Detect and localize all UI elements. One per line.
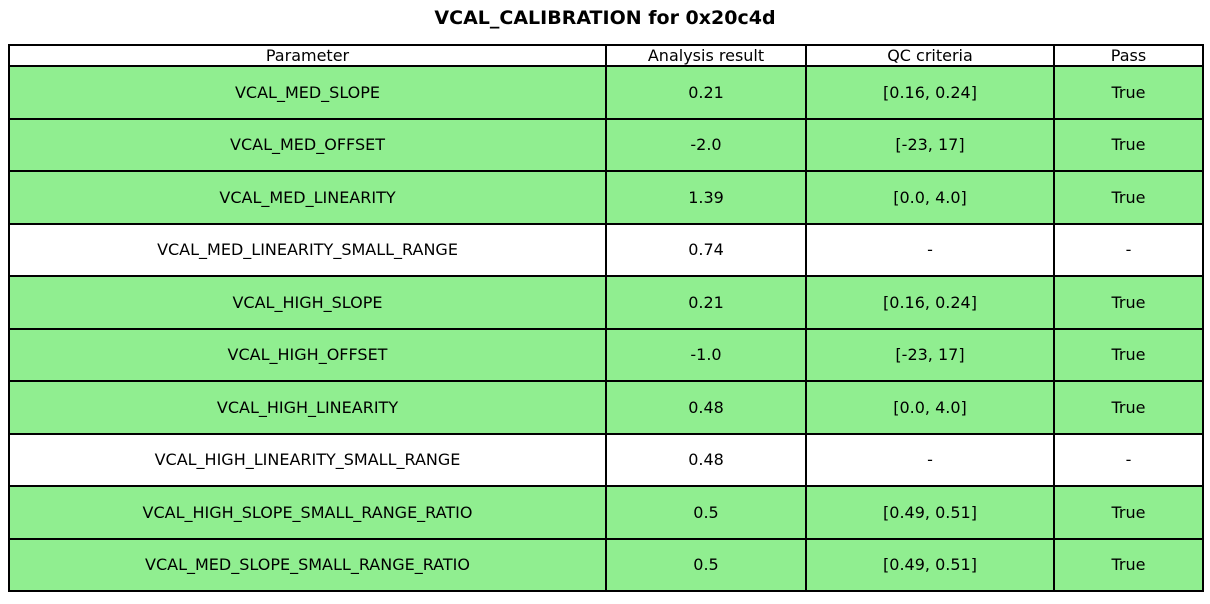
cell-qc-criteria: [0.16, 0.24] [805, 275, 1055, 330]
table-row: VCAL_HIGH_SLOPE 0.21 [0.16, 0.24] True [8, 275, 1204, 330]
cell-analysis-result: 0.5 [605, 485, 807, 540]
cell-pass: True [1053, 117, 1204, 172]
cell-pass: True [1053, 485, 1204, 540]
cell-parameter: VCAL_HIGH_OFFSET [8, 327, 607, 382]
cell-parameter: VCAL_HIGH_SLOPE_SMALL_RANGE_RATIO [8, 485, 607, 540]
column-header-qc-criteria: QC criteria [805, 44, 1055, 67]
table-row: VCAL_MED_LINEARITY 1.39 [0.0, 4.0] True [8, 170, 1204, 225]
cell-parameter: VCAL_MED_OFFSET [8, 117, 607, 172]
cell-parameter: VCAL_MED_SLOPE [8, 65, 607, 120]
cell-parameter: VCAL_MED_SLOPE_SMALL_RANGE_RATIO [8, 537, 607, 592]
page-title: VCAL_CALIBRATION for 0x20c4d [434, 7, 776, 29]
cell-pass: True [1053, 380, 1204, 435]
cell-analysis-result: 0.21 [605, 65, 807, 120]
cell-analysis-result: 0.48 [605, 380, 807, 435]
table-row: VCAL_HIGH_LINEARITY_SMALL_RANGE 0.48- - [8, 432, 1204, 487]
table-row: VCAL_MED_OFFSET -2.0 [-23, 17] True [8, 117, 1204, 172]
cell-analysis-result: 0.5 [605, 537, 807, 592]
cell-analysis-result: 1.39 [605, 170, 807, 225]
cell-qc-criteria: [0.16, 0.24] [805, 65, 1055, 120]
qc-results-table: Parameter Analysis result QC criteria Pa… [8, 44, 1204, 592]
cell-pass: True [1053, 170, 1204, 225]
cell-parameter: VCAL_HIGH_SLOPE [8, 275, 607, 330]
cell-qc-criteria: [0.49, 0.51] [805, 537, 1055, 592]
column-header-analysis-result: Analysis result [605, 44, 807, 67]
cell-analysis-result: 0.48 [605, 432, 807, 487]
cell-pass: True [1053, 65, 1204, 120]
table-body: VCAL_MED_SLOPE 0.21 [0.16, 0.24] True VCAL_M… [8, 65, 1204, 592]
cell-qc-criteria: [-23, 17] [805, 117, 1055, 172]
cell-qc-criteria: - [805, 432, 1055, 487]
cell-pass: True [1053, 275, 1204, 330]
cell-pass: - [1053, 222, 1204, 277]
cell-analysis-result: -1.0 [605, 327, 807, 382]
table-row: VCAL_HIGH_SLOPE_SMALL_RANGE_RATIO 0.5 [0.4… [8, 485, 1204, 540]
cell-parameter: VCAL_MED_LINEARITY [8, 170, 607, 225]
cell-analysis-result: -2.0 [605, 117, 807, 172]
cell-qc-criteria: [0.0, 4.0] [805, 170, 1055, 225]
cell-pass: True [1053, 327, 1204, 382]
cell-pass: True [1053, 537, 1204, 592]
table-row: VCAL_MED_SLOPE_SMALL_RANGE_RATIO 0.5 [0.49… [8, 537, 1204, 592]
cell-analysis-result: 0.21 [605, 275, 807, 330]
cell-parameter: VCAL_HIGH_LINEARITY_SMALL_RANGE [8, 432, 607, 487]
cell-qc-criteria: - [805, 222, 1055, 277]
cell-qc-criteria: [-23, 17] [805, 327, 1055, 382]
cell-qc-criteria: [0.0, 4.0] [805, 380, 1055, 435]
cell-parameter: VCAL_HIGH_LINEARITY [8, 380, 607, 435]
table-row: VCAL_HIGH_LINEARITY 0.48 [0.0, 4.0] True [8, 380, 1204, 435]
table-row: VCAL_HIGH_OFFSET -1.0 [-23, 17] True [8, 327, 1204, 382]
cell-parameter: VCAL_MED_LINEARITY_SMALL_RANGE [8, 222, 607, 277]
cell-pass: - [1053, 432, 1204, 487]
table-row: VCAL_MED_LINEARITY_SMALL_RANGE 0.74- - [8, 222, 1204, 277]
cell-qc-criteria: [0.49, 0.51] [805, 485, 1055, 540]
table-row: VCAL_MED_SLOPE 0.21 [0.16, 0.24] True [8, 65, 1204, 120]
cell-analysis-result: 0.74 [605, 222, 807, 277]
column-header-parameter: Parameter [8, 44, 607, 67]
column-header-pass: Pass [1053, 44, 1204, 67]
header-row: Parameter Analysis result QC criteria Pa… [8, 44, 1204, 67]
